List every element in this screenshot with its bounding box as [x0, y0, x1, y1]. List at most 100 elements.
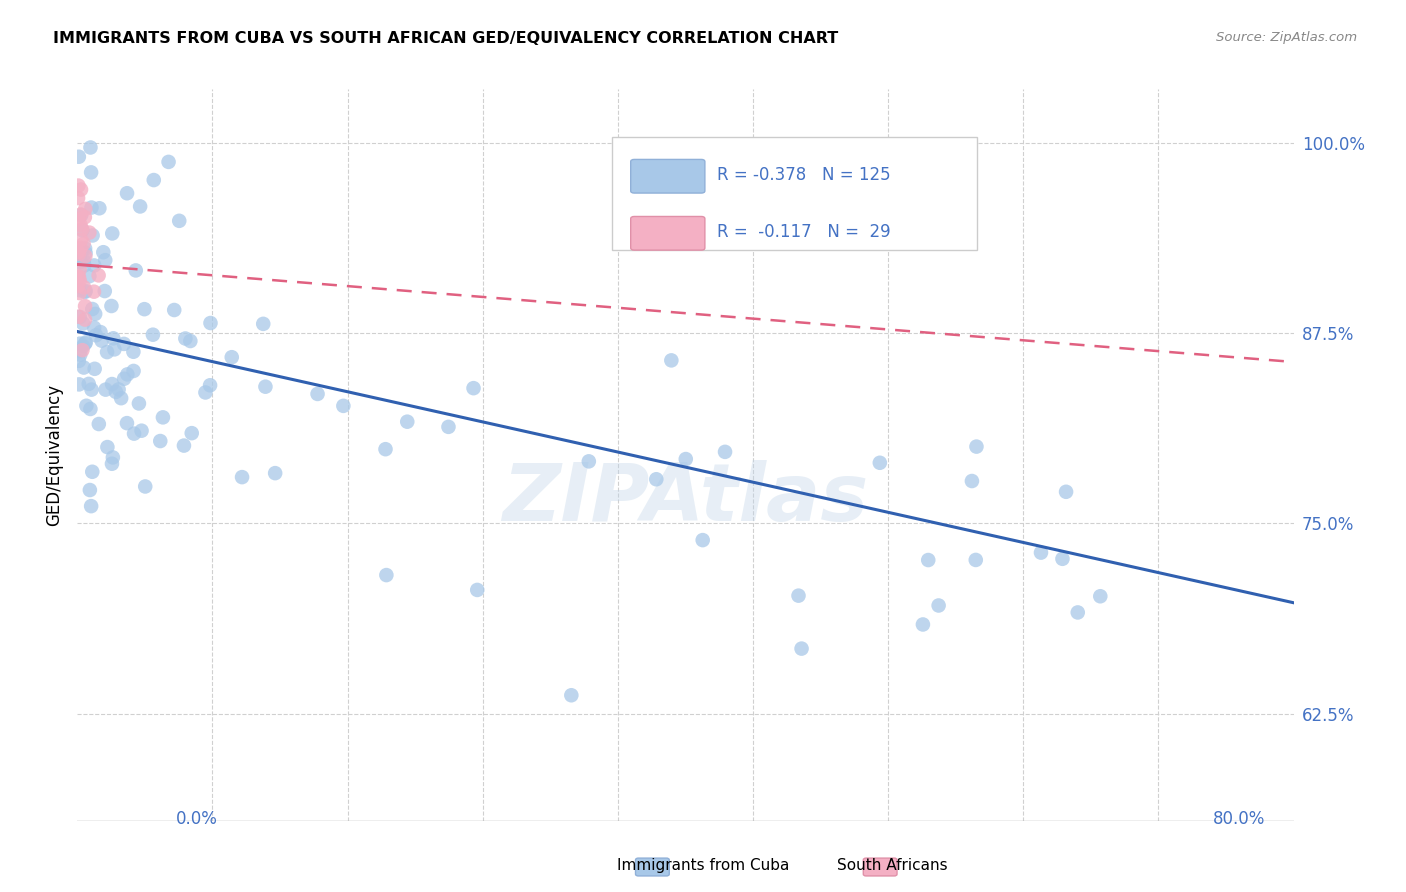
Point: [122, 364, 145, 378]
Point: [69, 286, 91, 301]
Point: [463, 381, 485, 395]
Point: [179, 334, 201, 348]
Point: [173, 439, 195, 453]
Point: [79, 269, 101, 284]
Point: [70, 244, 93, 258]
Point: [131, 424, 153, 438]
Point: [180, 426, 202, 441]
Point: [103, 343, 125, 357]
Point: [80, 499, 103, 513]
Point: [72, 317, 94, 331]
Point: [790, 641, 813, 656]
Text: Source: ZipAtlas.com: Source: ZipAtlas.com: [1216, 31, 1357, 45]
Point: [82, 301, 104, 316]
Point: [307, 387, 329, 401]
Point: [125, 263, 148, 277]
Point: [79, 140, 101, 154]
Point: [72, 236, 94, 251]
Point: [79, 226, 101, 240]
Point: [67, 254, 90, 268]
Point: [73, 360, 96, 375]
Point: [396, 415, 419, 429]
Point: [374, 442, 396, 457]
Point: [104, 384, 127, 399]
Point: [79, 401, 101, 416]
Point: [67, 354, 90, 368]
Point: [73, 254, 96, 268]
Point: [73, 280, 96, 294]
Point: [82, 228, 104, 243]
Y-axis label: GED/Equivalency: GED/Equivalency: [45, 384, 63, 526]
Point: [437, 420, 460, 434]
Point: [917, 553, 939, 567]
Point: [112, 372, 135, 386]
Point: [103, 331, 125, 345]
Point: [80, 165, 103, 179]
Point: [174, 331, 197, 345]
Point: [69, 218, 91, 232]
Point: [714, 445, 737, 459]
Point: [869, 456, 891, 470]
Point: [465, 582, 488, 597]
Point: [90, 334, 112, 348]
Point: [965, 553, 987, 567]
Point: [79, 483, 101, 497]
Point: [67, 278, 90, 293]
Point: [69, 207, 91, 221]
Text: R = -0.378   N = 125: R = -0.378 N = 125: [717, 166, 890, 184]
Point: [87, 417, 110, 431]
Point: [163, 303, 186, 318]
Point: [67, 255, 90, 269]
Point: [96, 345, 118, 359]
Point: [67, 377, 90, 392]
Text: 0.0%: 0.0%: [176, 810, 218, 828]
Point: [134, 479, 156, 493]
Point: [1054, 484, 1077, 499]
Point: [75, 249, 97, 263]
Point: [75, 242, 97, 256]
Point: [80, 201, 103, 215]
Point: [70, 208, 93, 222]
Point: [69, 262, 91, 277]
Point: [73, 285, 96, 299]
Point: [83, 320, 105, 334]
Point: [70, 222, 93, 236]
Point: [89, 201, 111, 215]
Point: [67, 150, 90, 164]
Point: [73, 336, 96, 351]
Point: [659, 353, 682, 368]
Text: South Africans: South Africans: [838, 858, 948, 872]
Point: [231, 470, 253, 484]
Point: [101, 377, 124, 392]
Point: [129, 199, 152, 213]
FancyBboxPatch shape: [613, 136, 977, 250]
Point: [149, 434, 172, 448]
Point: [69, 336, 91, 351]
Point: [82, 465, 104, 479]
Point: [1052, 551, 1074, 566]
Point: [198, 378, 221, 392]
Text: 80.0%: 80.0%: [1213, 810, 1265, 828]
Point: [89, 325, 111, 339]
Point: [69, 348, 91, 362]
Point: [128, 396, 150, 410]
Point: [692, 533, 714, 548]
Point: [69, 241, 91, 255]
Text: Immigrants from Cuba: Immigrants from Cuba: [617, 858, 789, 872]
Point: [69, 283, 91, 297]
Point: [75, 399, 97, 413]
FancyBboxPatch shape: [631, 217, 704, 250]
Point: [911, 617, 934, 632]
Point: [142, 327, 165, 342]
Point: [110, 391, 132, 405]
Point: [101, 457, 124, 471]
Point: [787, 589, 810, 603]
Point: [94, 284, 117, 298]
Point: [75, 335, 97, 350]
FancyBboxPatch shape: [631, 160, 704, 193]
Point: [69, 310, 91, 324]
Point: [100, 299, 122, 313]
Point: [73, 299, 96, 313]
Point: [70, 233, 93, 247]
Point: [112, 337, 135, 351]
